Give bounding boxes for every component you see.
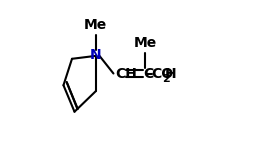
Text: Me: Me bbox=[134, 36, 157, 50]
Text: Me: Me bbox=[84, 18, 107, 32]
Text: CH: CH bbox=[115, 66, 137, 81]
Text: H: H bbox=[165, 66, 176, 81]
Text: CO: CO bbox=[152, 66, 174, 81]
Text: 2: 2 bbox=[162, 74, 170, 84]
Text: C: C bbox=[144, 66, 154, 81]
Text: N: N bbox=[90, 48, 102, 62]
